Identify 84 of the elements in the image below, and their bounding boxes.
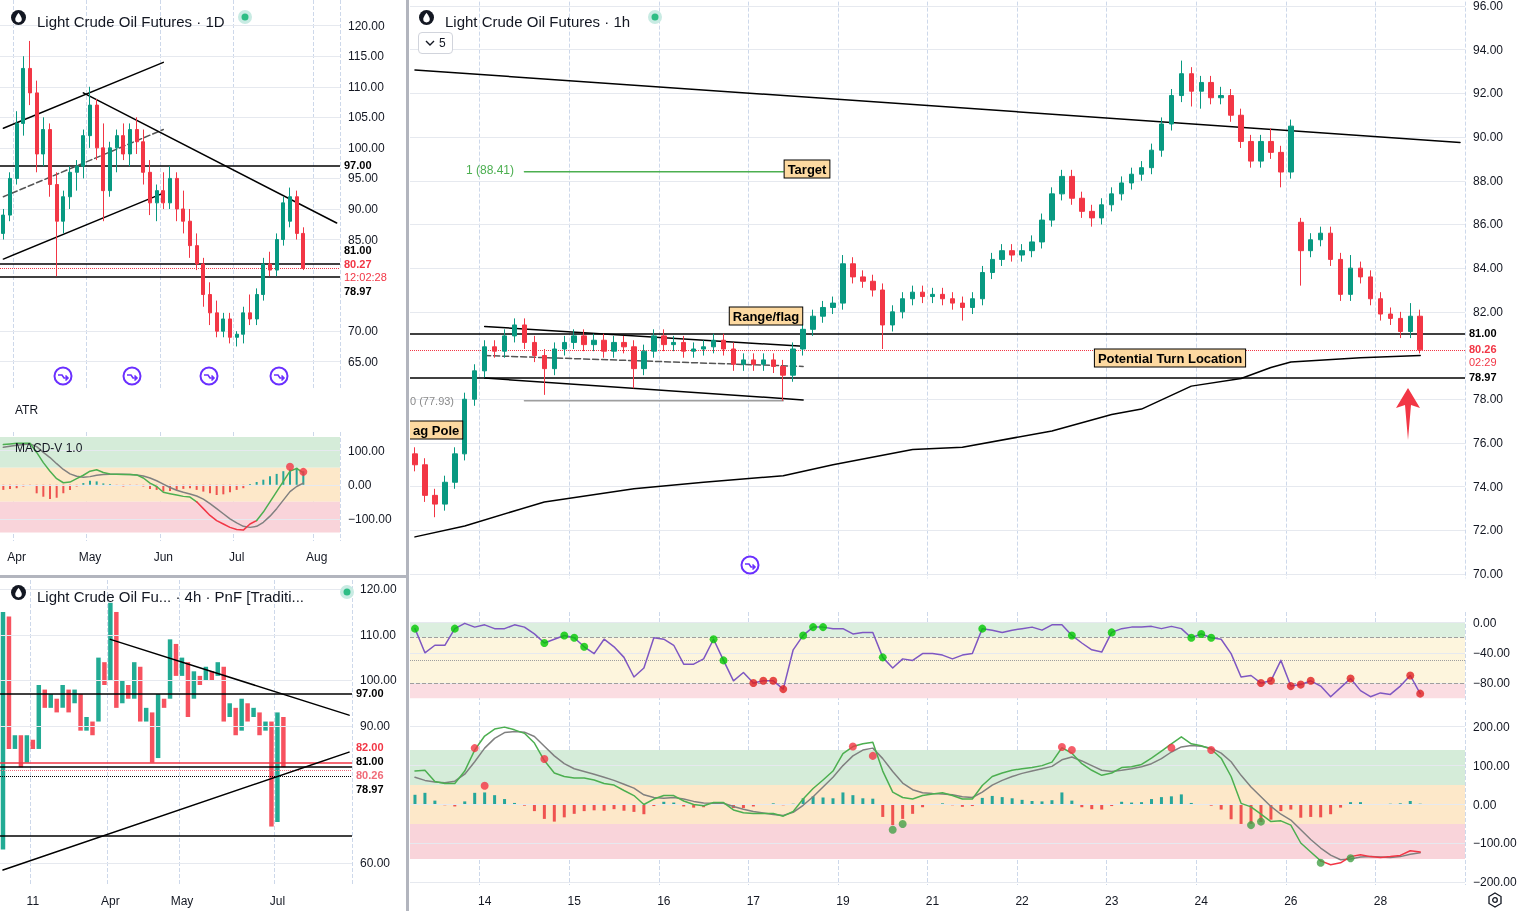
y-tick-label: 200.00 (1473, 719, 1511, 734)
y-tick-label: 74.00 (1473, 479, 1504, 494)
text: Light Crude Oil Futures · 1h (445, 13, 631, 30)
y-tick-label: 105.00 (348, 110, 386, 125)
y-tick-label: 120.00 (360, 582, 398, 597)
annotation: 1 (88.41) (465, 163, 515, 177)
y-tick-label: 88.00 (1473, 173, 1504, 188)
text: Light Crude Oil Fu... · 4h · PnF [Traditi... (37, 588, 305, 605)
x-tick-label: 17 (746, 894, 761, 908)
y-tick-label: 94.00 (1473, 42, 1504, 57)
y-tick-label: 95.00 (348, 171, 379, 186)
y-tick-label: 72.00 (1473, 523, 1504, 538)
annotation: 5 (439, 36, 446, 50)
x-tick-label: 23 (1104, 894, 1119, 908)
x-tick-label: 16 (657, 894, 671, 908)
y-tick-label: 78.00 (1473, 392, 1504, 407)
y-tick-label: 65.00 (348, 354, 379, 369)
ref-line-label: 78.97 (344, 285, 372, 298)
y-tick-label: 70.00 (348, 324, 379, 339)
y-tick-label: 90.00 (348, 201, 379, 216)
x-tick-label: 15 (567, 894, 582, 908)
y-tick-label: 85.00 (348, 232, 379, 247)
text: Light Crude Oil Futures · 1D (37, 13, 225, 30)
x-tick-label: Apr (7, 550, 27, 564)
y-tick-label: 90.00 (360, 719, 391, 734)
ref-line-label: 97.00 (356, 687, 384, 700)
ref-line-label: 80.26 (1469, 342, 1497, 355)
annotation: Target (787, 161, 828, 177)
x-tick-label: 11 (26, 894, 40, 908)
x-tick-label: Apr (101, 894, 120, 908)
y-tick-label: 100.00 (348, 443, 386, 458)
y-tick-label: −200.00 (1473, 875, 1518, 890)
ref-line-label: 81.00 (1469, 326, 1497, 339)
x-tick-label: Aug (305, 550, 328, 564)
x-tick-label: 28 (1373, 894, 1388, 908)
x-tick-label: Jul (228, 550, 245, 564)
ref-line-label: 78.97 (356, 783, 384, 796)
annotation: Potential Turn Location (1097, 350, 1243, 366)
y-tick-label: 0.00 (1473, 615, 1497, 630)
y-tick-label: 84.00 (1473, 261, 1504, 276)
y-tick-label: −100.00 (348, 511, 393, 526)
x-tick-label: 19 (836, 894, 850, 908)
annotation: Range/flag (732, 308, 800, 324)
y-tick-label: −100.00 (1473, 836, 1518, 851)
annotation: ag Pole (413, 422, 460, 438)
x-tick-label: 22 (1015, 894, 1030, 908)
y-tick-label: 110.00 (360, 627, 397, 642)
y-tick-label: 100.00 (1473, 758, 1511, 773)
y-tick-label: −80.00 (1473, 676, 1511, 691)
ref-line-label: 80.27 (344, 258, 372, 271)
annotation: 0 (77.93) (410, 395, 455, 407)
y-tick-label: 110.00 (348, 79, 385, 94)
chart-title: ATR (15, 403, 39, 417)
y-tick-label: −40.00 (1473, 645, 1511, 660)
ref-line-label: 81.00 (356, 755, 384, 768)
x-tick-label: 24 (1194, 894, 1209, 908)
y-tick-label: 92.00 (1473, 86, 1504, 101)
y-tick-label: 86.00 (1473, 217, 1504, 232)
ref-line-label: 80.26 (356, 769, 384, 782)
text: 12:02:28 (344, 271, 387, 284)
x-tick-label: May (78, 550, 102, 564)
text: 02:29 (1469, 355, 1497, 368)
y-tick-label: 76.00 (1473, 435, 1504, 450)
y-tick-label: 0.00 (348, 477, 372, 492)
x-tick-label: Jun (153, 550, 174, 564)
y-tick-label: 70.00 (1473, 567, 1504, 582)
x-tick-label: 21 (925, 894, 940, 908)
y-tick-label: 82.00 (1473, 304, 1504, 319)
y-tick-label: 100.00 (360, 673, 398, 688)
y-tick-label: 115.00 (348, 49, 385, 64)
y-tick-label: 100.00 (348, 140, 386, 155)
ref-line-label: 97.00 (344, 159, 372, 172)
y-tick-label: 90.00 (1473, 130, 1504, 145)
ref-line-label: 81.00 (344, 244, 372, 257)
y-tick-label: 60.00 (360, 856, 391, 871)
ref-line-label: 78.97 (1469, 371, 1497, 384)
collapse-button: 5 (418, 32, 453, 54)
x-tick-label: 14 (477, 894, 492, 908)
x-tick-label: May (170, 894, 194, 908)
x-tick-label: 26 (1284, 894, 1298, 908)
x-tick-label: Jul (269, 894, 286, 908)
y-tick-label: 120.00 (348, 18, 386, 33)
y-tick-label: 0.00 (1473, 797, 1497, 812)
y-tick-label: 96.00 (1473, 0, 1504, 13)
